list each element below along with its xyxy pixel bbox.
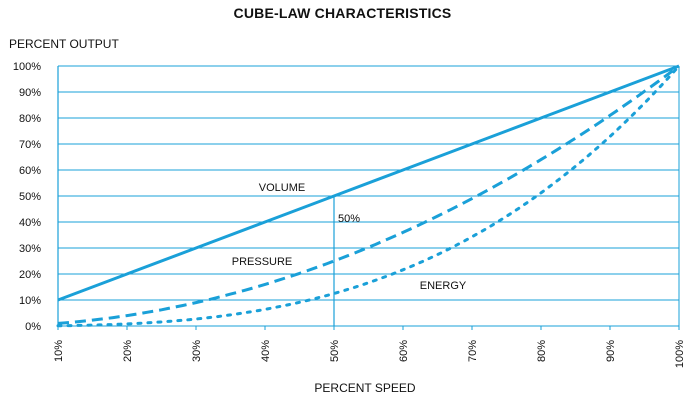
x-tick-label: 60% (398, 340, 410, 362)
y-axis-title: PERCENT OUTPUT (9, 37, 119, 51)
series-label-energy: ENERGY (420, 280, 467, 292)
y-tick-label: 100% (13, 61, 41, 73)
x-tick-label: 80% (536, 340, 548, 362)
x-tick-label: 40% (260, 340, 272, 362)
y-tick-label: 20% (19, 269, 41, 281)
x-tick-label: 100% (674, 340, 685, 368)
y-tick-label: 40% (19, 217, 41, 229)
series-label-volume: VOLUME (259, 182, 305, 194)
y-tick-label: 90% (19, 87, 41, 99)
chart-title: CUBE-LAW CHARACTERISTICS (233, 5, 452, 21)
x-tick-label: 30% (191, 340, 203, 362)
series-line-volume (57, 64, 680, 302)
y-tick-label: 80% (19, 113, 41, 125)
series-line-pressure (57, 64, 680, 325)
x-tick-label: 90% (605, 340, 617, 362)
x-axis-title: PERCENT SPEED (314, 381, 416, 395)
series-line-energy (56, 64, 681, 328)
x-tick-label: 20% (122, 340, 134, 362)
marker-label: 50% (338, 213, 360, 225)
y-tick-label: 60% (19, 165, 41, 177)
y-tick-label: 0% (25, 321, 41, 333)
y-tick-label: 10% (19, 295, 41, 307)
y-tick-label: 50% (19, 191, 41, 203)
y-tick-label: 70% (19, 139, 41, 151)
x-tick-label: 70% (467, 340, 479, 362)
series-label-pressure: PRESSURE (232, 256, 293, 268)
y-tick-label: 30% (19, 243, 41, 255)
x-tick-label: 50% (329, 340, 341, 362)
x-tick-label: 10% (53, 340, 65, 362)
